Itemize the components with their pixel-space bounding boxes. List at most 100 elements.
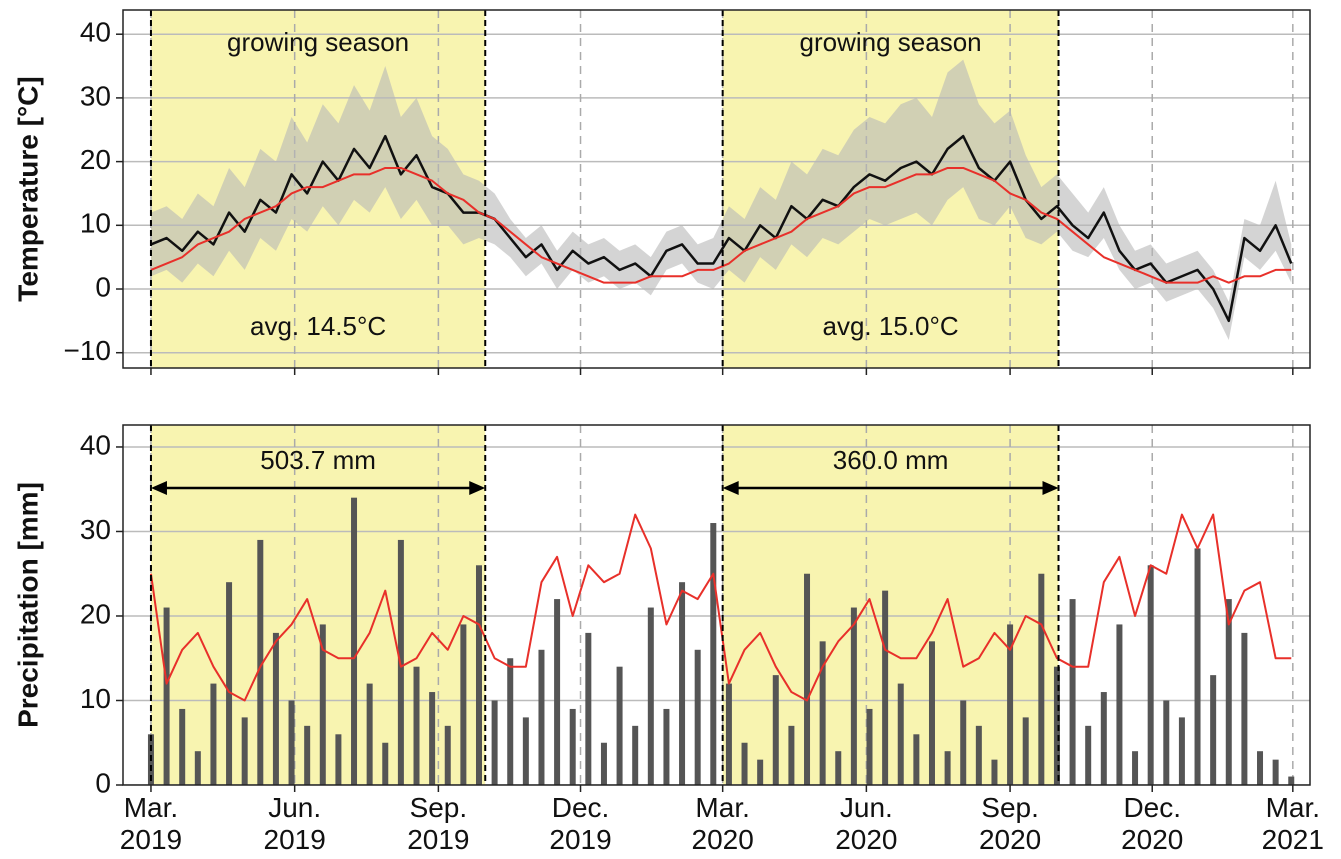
y-axis-label: Precipitation [mm]	[12, 482, 43, 728]
bar	[647, 607, 654, 785]
x-tick-label: Dec. 2020	[1121, 792, 1183, 855]
bar	[1022, 717, 1029, 785]
x-tick-label: Jun. 2020	[835, 792, 897, 855]
x-tick-label-line: 2021	[1262, 824, 1324, 855]
x-tick-label: Mar. 2020	[692, 792, 754, 855]
y-tick-label: 20	[80, 598, 111, 629]
bar	[226, 582, 233, 785]
bar	[897, 683, 904, 785]
bar	[257, 539, 264, 785]
y-tick-label: −10	[64, 335, 112, 366]
bar	[538, 649, 545, 785]
y-tick-label: 40	[80, 429, 111, 460]
x-tick-label-line: Dec.	[552, 792, 610, 823]
bar	[1288, 776, 1295, 785]
x-tick-label-line: 2020	[1121, 824, 1183, 855]
plot-frame	[122, 424, 1311, 786]
y-tick-label: 30	[80, 80, 111, 111]
x-tick-label: Mar. 2019	[120, 792, 182, 855]
x-tick-label: Dec. 2019	[549, 792, 611, 855]
bar	[788, 725, 795, 785]
bar	[366, 683, 373, 785]
bar	[772, 675, 779, 785]
x-tick-label-line: 2019	[407, 824, 469, 855]
bar	[616, 666, 623, 785]
x-tick-label: Mar. 2021	[1262, 792, 1324, 855]
bar	[413, 666, 420, 785]
line	[150, 134, 1293, 323]
bar	[272, 632, 279, 785]
bar	[725, 683, 732, 785]
bar	[944, 751, 951, 785]
y-tick-label: 0	[95, 271, 111, 302]
plot-frame	[122, 9, 1311, 369]
bar	[554, 599, 561, 785]
range-band	[150, 59, 1292, 340]
x-tick-label: Jun. 2019	[264, 792, 326, 855]
bar	[351, 497, 358, 785]
bar	[179, 708, 186, 785]
bar	[491, 700, 498, 785]
bar	[1085, 725, 1092, 785]
y-tick-label: 30	[80, 514, 111, 545]
plot-area	[123, 425, 1310, 785]
bar	[1194, 548, 1201, 785]
bar	[304, 725, 311, 785]
bar	[710, 523, 717, 785]
bar	[1178, 717, 1185, 785]
bar	[210, 683, 217, 785]
y-tick-label: 10	[80, 208, 111, 239]
bar	[319, 624, 326, 785]
bar	[507, 658, 514, 785]
line	[149, 513, 1292, 702]
bar	[444, 725, 451, 785]
bar	[975, 725, 982, 785]
x-tick-label-line: 2020	[692, 824, 754, 855]
bar	[585, 632, 592, 785]
bar	[757, 759, 764, 785]
bar	[600, 742, 607, 785]
arrow-head	[1042, 481, 1059, 495]
bar	[850, 607, 857, 785]
x-tick-label-line: Mar.	[124, 792, 178, 823]
y-tick-label: 40	[80, 17, 111, 48]
x-tick-label-line: Sep.	[410, 792, 468, 823]
arrow-head	[150, 481, 167, 495]
bar	[819, 641, 826, 785]
season-total: 360.0 mm	[833, 445, 949, 475]
season-average: avg. 15.0°C	[823, 311, 959, 341]
bar	[1210, 675, 1217, 785]
bar	[335, 734, 342, 785]
bar	[1132, 751, 1139, 785]
x-tick-label-line: 2019	[549, 824, 611, 855]
bar	[1225, 599, 1232, 785]
x-tick-label-line: 2020	[979, 824, 1041, 855]
x-tick-label-line: 2020	[835, 824, 897, 855]
bar	[632, 725, 639, 785]
bar	[1163, 700, 1170, 785]
bar	[991, 759, 998, 785]
bar	[1007, 624, 1014, 785]
bar	[475, 565, 482, 785]
bar	[382, 742, 389, 785]
bar	[741, 742, 748, 785]
x-tick-label-line: Mar.	[1266, 792, 1320, 823]
bar	[429, 692, 436, 785]
bar	[804, 573, 811, 785]
season-total: 503.7 mm	[260, 445, 376, 475]
bar	[835, 751, 842, 785]
bar	[241, 717, 248, 785]
x-tick-label-line: Mar.	[695, 792, 749, 823]
season-label: growing season	[227, 27, 409, 57]
season-average: avg. 14.5°C	[250, 311, 386, 341]
bar	[194, 751, 201, 785]
bar	[679, 582, 686, 785]
bar	[882, 590, 889, 785]
bar	[960, 700, 967, 785]
plot-area	[123, 10, 1310, 368]
bar	[1038, 573, 1045, 785]
x-tick-label: Sep. 2020	[979, 792, 1041, 855]
bar	[288, 700, 295, 785]
arrow-head	[469, 481, 486, 495]
